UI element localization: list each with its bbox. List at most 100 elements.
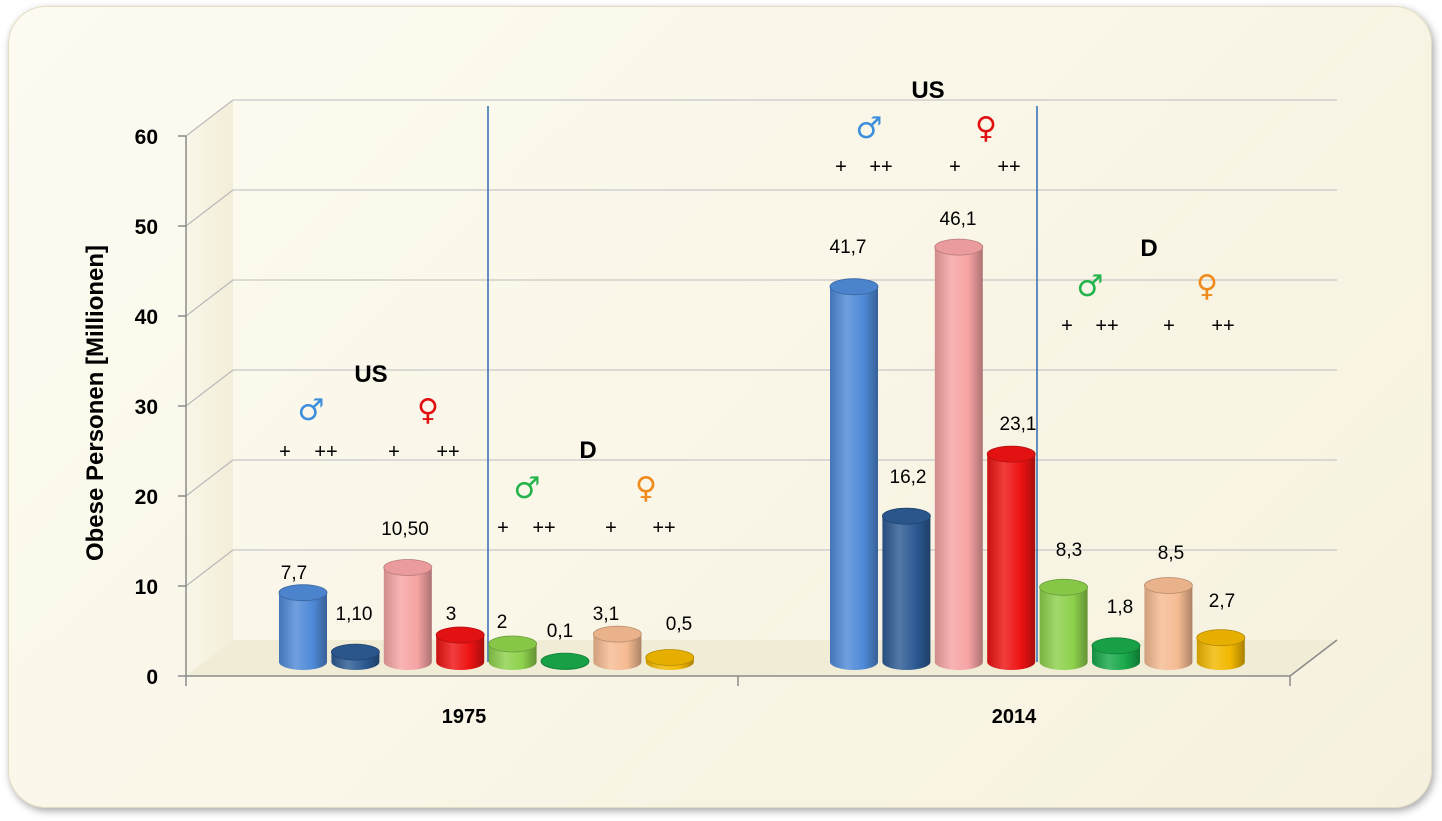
bar-top xyxy=(934,238,984,256)
bar xyxy=(645,649,695,670)
bar-body xyxy=(436,635,485,670)
bar-top xyxy=(435,626,485,644)
data-label: 46,1 xyxy=(940,209,977,230)
female-symbol-icon: ♀ xyxy=(635,471,657,506)
bar-body xyxy=(882,516,931,670)
bar-body xyxy=(1196,637,1245,670)
bar xyxy=(1144,577,1193,670)
bar xyxy=(882,507,931,670)
male-symbol-icon: ♂ xyxy=(298,393,325,428)
data-label: 8,3 xyxy=(1056,540,1082,561)
bar-top xyxy=(986,445,1036,463)
bar xyxy=(383,559,433,670)
plus-marker: + xyxy=(1061,315,1073,337)
data-label: 0,5 xyxy=(666,614,692,635)
bar-top xyxy=(383,559,433,576)
bar-body xyxy=(830,286,878,670)
bar xyxy=(435,626,485,670)
male-symbol-icon: ♂ xyxy=(856,111,883,146)
bar xyxy=(1039,578,1088,670)
bar-top xyxy=(882,507,931,525)
data-label: 41,7 xyxy=(830,237,867,258)
gridline-diagonal xyxy=(185,369,234,407)
bar xyxy=(1091,637,1141,670)
female-symbol-icon: ♀ xyxy=(1196,269,1218,304)
y-axis-label: Obese Personen [Millionen] xyxy=(82,245,109,561)
bar-body xyxy=(1144,585,1193,670)
bar xyxy=(986,445,1036,670)
group-label: US xyxy=(911,77,944,104)
bar-top xyxy=(278,584,328,602)
bar-body xyxy=(383,567,432,670)
female-symbol-icon: ♀ xyxy=(417,393,439,428)
plus-marker: ++ xyxy=(652,517,675,539)
bar xyxy=(330,643,380,670)
bar-top xyxy=(488,635,537,653)
data-label: 3,1 xyxy=(593,604,619,625)
bar xyxy=(278,584,328,670)
male-symbol-icon: ♂ xyxy=(514,471,541,506)
bar xyxy=(593,625,642,670)
y-tick-label: 50 xyxy=(135,216,158,239)
plus-marker: ++ xyxy=(1211,315,1234,337)
data-label: 1,8 xyxy=(1107,597,1133,618)
data-label: 2,7 xyxy=(1209,591,1235,612)
group-label: D xyxy=(579,437,596,464)
bar-top xyxy=(1144,577,1193,594)
gridline-diagonal xyxy=(185,279,234,317)
data-label: 1,10 xyxy=(336,604,373,625)
bar-top xyxy=(829,278,879,296)
gridline-diagonal xyxy=(185,549,234,587)
bar-body xyxy=(987,454,1036,670)
plus-marker: ++ xyxy=(532,517,555,539)
plus-marker: + xyxy=(605,517,617,539)
data-label: 8,5 xyxy=(1158,543,1184,564)
plus-marker: + xyxy=(497,517,509,539)
plus-marker: + xyxy=(279,441,291,463)
bar-top xyxy=(645,649,695,666)
plus-marker: + xyxy=(388,441,400,463)
data-label: 0,1 xyxy=(547,621,573,642)
bar-top xyxy=(1196,629,1246,647)
female-symbol-icon: ♀ xyxy=(975,111,997,146)
gridline-diagonal xyxy=(185,189,234,227)
plus-marker: + xyxy=(835,156,847,178)
floor-edge xyxy=(1289,639,1338,677)
x-category-label: 2014 xyxy=(992,706,1037,728)
data-label: 3 xyxy=(446,604,457,625)
bar xyxy=(488,635,537,670)
y-tick-label: 20 xyxy=(135,486,158,509)
plus-marker: + xyxy=(949,156,961,178)
data-label: 16,2 xyxy=(890,467,927,488)
y-tick-label: 40 xyxy=(135,306,158,329)
y-tick-label: 10 xyxy=(135,576,158,599)
y-tick-label: 60 xyxy=(135,126,158,149)
bar xyxy=(1196,629,1246,670)
data-label: 2 xyxy=(497,612,508,633)
bar xyxy=(934,238,984,670)
plus-marker: + xyxy=(1163,315,1175,337)
data-label: 7,7 xyxy=(281,563,307,584)
bar xyxy=(829,278,879,670)
bar-top xyxy=(540,652,590,670)
gridline-diagonal xyxy=(185,99,234,137)
plus-marker: ++ xyxy=(314,441,337,463)
bar-top xyxy=(330,643,380,661)
bar-top xyxy=(1091,637,1141,655)
y-tick-label: 0 xyxy=(146,666,158,689)
bar xyxy=(540,652,590,670)
bar-body xyxy=(934,247,983,670)
group-label: US xyxy=(354,361,387,388)
data-label: 10,50 xyxy=(381,519,429,540)
plus-marker: ++ xyxy=(436,441,459,463)
male-symbol-icon: ♂ xyxy=(1077,269,1104,304)
bar-body xyxy=(279,592,327,670)
group-label: D xyxy=(1140,235,1157,262)
plus-marker: ++ xyxy=(997,156,1020,178)
x-category-label: 1975 xyxy=(442,706,487,728)
bar-body xyxy=(593,634,642,670)
gridline-diagonal xyxy=(185,459,234,497)
bar-top xyxy=(593,625,642,643)
y-tick-label: 30 xyxy=(135,396,158,419)
